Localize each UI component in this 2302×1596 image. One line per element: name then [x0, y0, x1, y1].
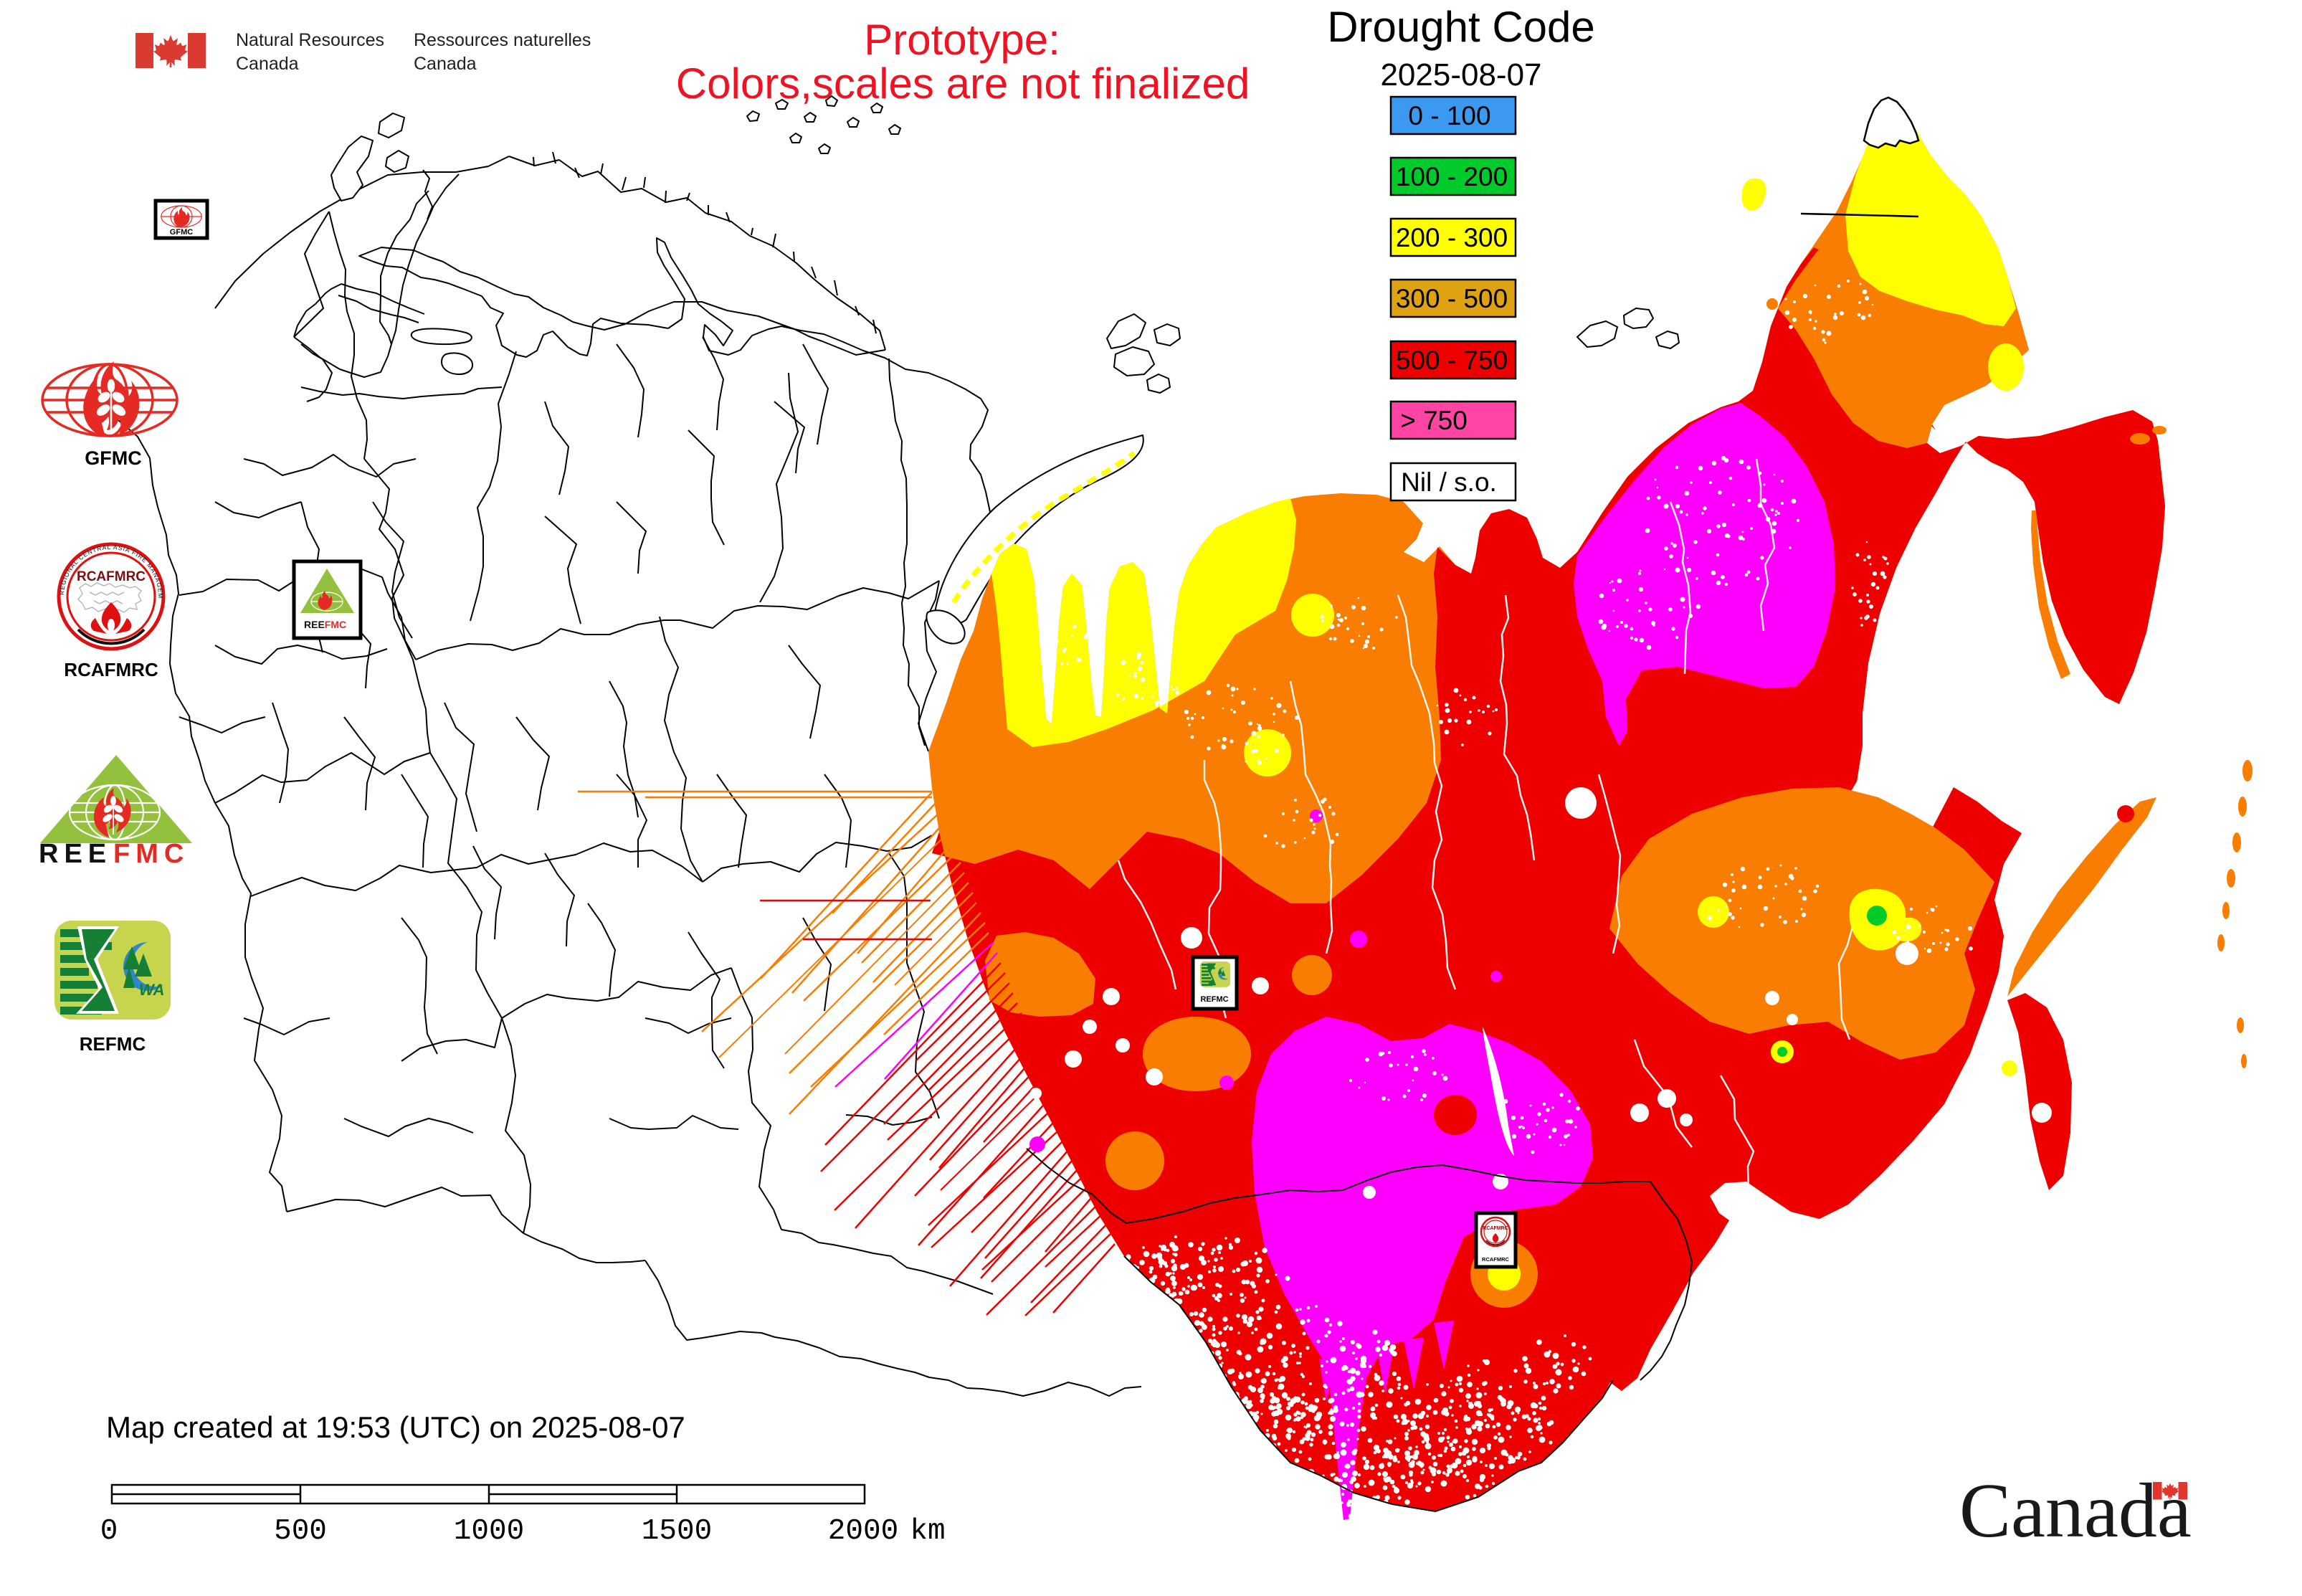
svg-text:km: km	[910, 1515, 945, 1548]
svg-text:FMC: FMC	[113, 839, 189, 869]
svg-text:2000: 2000	[828, 1515, 898, 1548]
svg-text:500 - 750: 500 - 750	[1396, 346, 1508, 375]
svg-text:Canada: Canada	[1959, 1468, 2192, 1554]
svg-text:2025-08-07: 2025-08-07	[1380, 57, 1541, 92]
svg-text:> 750: > 750	[1400, 406, 1468, 435]
svg-text:0 - 100: 0 - 100	[1408, 101, 1490, 130]
svg-text:REE: REE	[39, 839, 112, 869]
svg-text:Ressources naturelles: Ressources naturelles	[414, 30, 591, 50]
svg-text:Canada: Canada	[414, 54, 477, 74]
svg-text:Nil / s.o.: Nil / s.o.	[1401, 467, 1497, 497]
svg-text:Drought Code: Drought Code	[1327, 3, 1595, 51]
svg-text:REEFMC: REEFMC	[304, 619, 346, 630]
svg-text:WA: WA	[139, 981, 164, 999]
svg-text:RCAFMRC: RCAFMRC	[1483, 1226, 1508, 1231]
svg-text:REFMC: REFMC	[80, 1033, 146, 1055]
svg-text:1500: 1500	[642, 1515, 712, 1548]
svg-text:1000: 1000	[454, 1515, 524, 1548]
svg-text:Map created at 19:53 (UTC) on: Map created at 19:53 (UTC) on 2025-08-07	[106, 1410, 685, 1444]
svg-text:RCAFMRC: RCAFMRC	[64, 659, 158, 680]
svg-text:500: 500	[274, 1515, 327, 1548]
svg-text:0: 0	[100, 1515, 118, 1548]
svg-text:200 - 300: 200 - 300	[1396, 223, 1508, 252]
svg-text:100 - 200: 100 - 200	[1396, 162, 1508, 191]
svg-text:Natural Resources: Natural Resources	[236, 30, 384, 50]
svg-text:Canada: Canada	[236, 54, 299, 74]
svg-text:Colors,scales are not finalize: Colors,scales are not finalized	[676, 60, 1250, 108]
svg-text:RCAFMRC: RCAFMRC	[1482, 1256, 1509, 1263]
svg-text:RCAFMRC: RCAFMRC	[77, 569, 146, 584]
svg-text:GFMC: GFMC	[85, 447, 141, 469]
svg-text:REFMC: REFMC	[1200, 995, 1228, 1004]
svg-text:300 - 500: 300 - 500	[1396, 284, 1508, 313]
svg-text:Prototype:: Prototype:	[864, 16, 1060, 64]
svg-text:GFMC: GFMC	[170, 228, 193, 237]
